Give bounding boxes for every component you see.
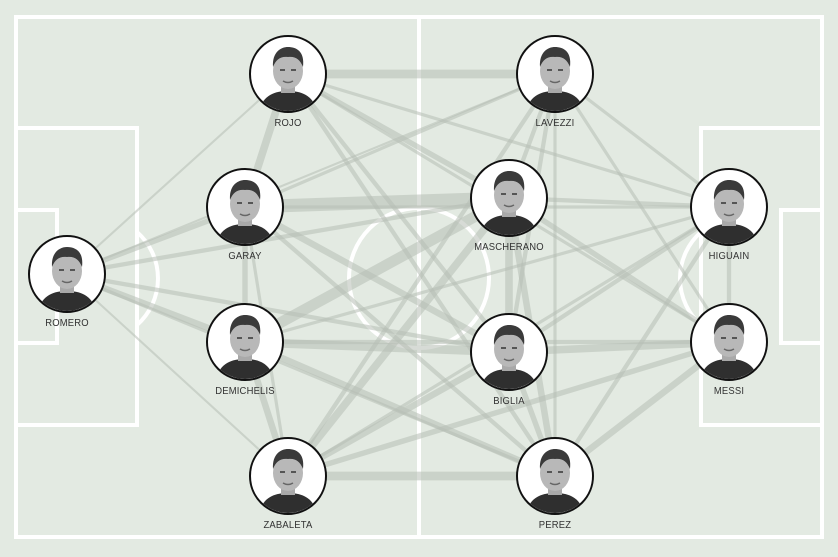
player-name: ROMERO: [45, 317, 89, 329]
player-portrait-icon: [206, 303, 284, 381]
pass-line-romero-rojo: [65, 72, 290, 276]
pass-line-zabaleta-mascherano: [284, 194, 513, 480]
pass-line-zabaleta-lavezzi: [285, 71, 558, 479]
player-zabaleta[interactable]: ZABALETA: [228, 437, 348, 531]
player-name: HIGUAIN: [708, 250, 750, 262]
pass-line-perez-higuain: [552, 204, 732, 479]
pass-line-garay-biglia: [241, 203, 513, 356]
player-portrait-icon: [516, 35, 594, 113]
player-portrait-icon: [470, 159, 548, 237]
pass-line-demichelis-mascherano: [239, 192, 515, 348]
player-higuain[interactable]: HIGUAIN: [669, 168, 789, 262]
player-rojo[interactable]: ROJO: [228, 35, 348, 129]
player-portrait-icon: [516, 437, 594, 515]
pass-line-demichelis-higuain: [243, 205, 731, 344]
pass-line-romero-mascherano: [64, 195, 512, 277]
pass-line-mascherano-messi: [506, 195, 732, 345]
pass-line-biglia-higuain: [506, 204, 732, 355]
right-goal-area: [779, 208, 824, 345]
player-name: PEREZ: [538, 519, 572, 531]
player-portrait-icon: [206, 168, 284, 246]
pass-line-rojo-biglia: [285, 71, 512, 355]
player-name: LAVEZZI: [535, 117, 575, 129]
player-name: ZABALETA: [263, 519, 313, 531]
pass-line-lavezzi-messi: [553, 72, 731, 344]
player-demichelis[interactable]: DEMICHELIS: [185, 303, 305, 397]
player-romero[interactable]: ROMERO: [7, 235, 127, 329]
pass-line-garay-lavezzi: [243, 72, 557, 209]
player-name: MESSI: [713, 385, 745, 397]
player-name: GARAY: [228, 250, 262, 262]
player-garay[interactable]: GARAY: [185, 168, 305, 262]
player-perez[interactable]: PEREZ: [495, 437, 615, 531]
player-portrait-icon: [690, 303, 768, 381]
player-portrait-icon: [28, 235, 106, 313]
player-mascherano[interactable]: MASCHERANO: [449, 159, 569, 253]
player-name: ROJO: [274, 117, 302, 129]
player-portrait-icon: [249, 437, 327, 515]
player-name: MASCHERANO: [474, 241, 544, 253]
player-portrait-icon: [690, 168, 768, 246]
player-portrait-icon: [470, 313, 548, 391]
player-lavezzi[interactable]: LAVEZZI: [495, 35, 615, 129]
player-messi[interactable]: MESSI: [669, 303, 789, 397]
pass-line-zabaleta-messi: [285, 339, 732, 479]
pass-line-romero-zabaleta: [65, 272, 290, 478]
player-name: DEMICHELIS: [215, 385, 275, 397]
player-biglia[interactable]: BIGLIA: [449, 313, 569, 407]
player-name: BIGLIA: [493, 395, 525, 407]
player-portrait-icon: [249, 35, 327, 113]
